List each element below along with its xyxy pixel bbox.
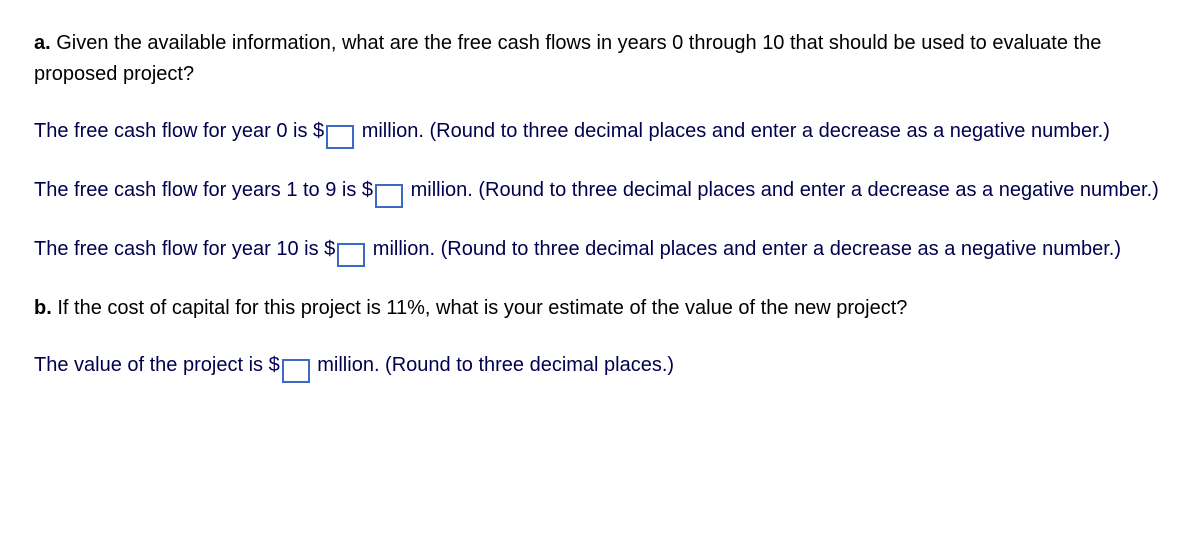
part-b-label: b. <box>34 297 52 319</box>
fcf-year-0-input[interactable] <box>326 125 354 149</box>
fcf-years-1-9-line: The free cash flow for years 1 to 9 is $… <box>34 175 1166 208</box>
part-a-label: a. <box>34 32 51 54</box>
fcf-year-10-post: million. (Round to three decimal places … <box>367 238 1121 260</box>
part-a-question-text: Given the available information, what ar… <box>34 32 1101 85</box>
fcf-year-10-pre: The free cash flow for year 10 is $ <box>34 238 335 260</box>
project-value-input[interactable] <box>282 359 310 383</box>
fcf-year-0-line: The free cash flow for year 0 is $ milli… <box>34 116 1166 149</box>
fcf-year-0-post: million. (Round to three decimal places … <box>356 120 1110 142</box>
part-b-question-text: If the cost of capital for this project … <box>57 297 907 319</box>
fcf-years-1-9-input[interactable] <box>375 184 403 208</box>
project-value-post: million. (Round to three decimal places.… <box>312 354 674 376</box>
project-value-line: The value of the project is $ million. (… <box>34 350 1166 383</box>
fcf-years-1-9-pre: The free cash flow for years 1 to 9 is $ <box>34 179 373 201</box>
project-value-pre: The value of the project is $ <box>34 354 280 376</box>
fcf-year-10-input[interactable] <box>337 243 365 267</box>
fcf-year-10-line: The free cash flow for year 10 is $ mill… <box>34 234 1166 267</box>
fcf-year-0-pre: The free cash flow for year 0 is $ <box>34 120 324 142</box>
part-b-question: b. If the cost of capital for this proje… <box>34 293 1166 324</box>
fcf-years-1-9-post: million. (Round to three decimal places … <box>405 179 1159 201</box>
part-a-question: a. Given the available information, what… <box>34 28 1166 90</box>
